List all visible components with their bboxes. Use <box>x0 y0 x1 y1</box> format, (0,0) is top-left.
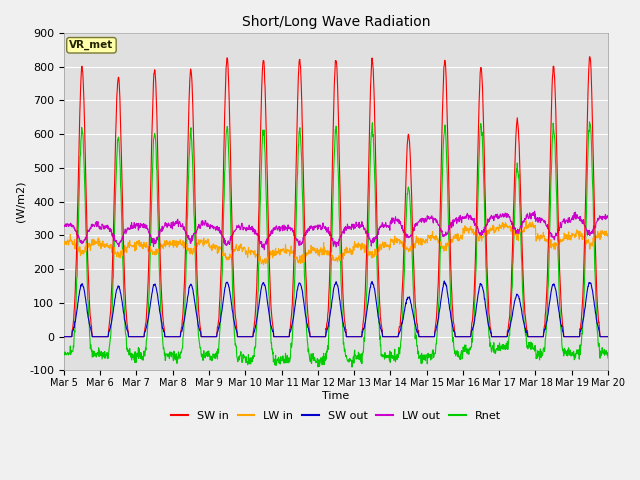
Y-axis label: (W/m2): (W/m2) <box>15 181 25 222</box>
X-axis label: Time: Time <box>323 391 349 401</box>
Title: Short/Long Wave Radiation: Short/Long Wave Radiation <box>242 15 430 29</box>
Text: VR_met: VR_met <box>69 40 113 50</box>
Legend: SW in, LW in, SW out, LW out, Rnet: SW in, LW in, SW out, LW out, Rnet <box>167 407 505 426</box>
